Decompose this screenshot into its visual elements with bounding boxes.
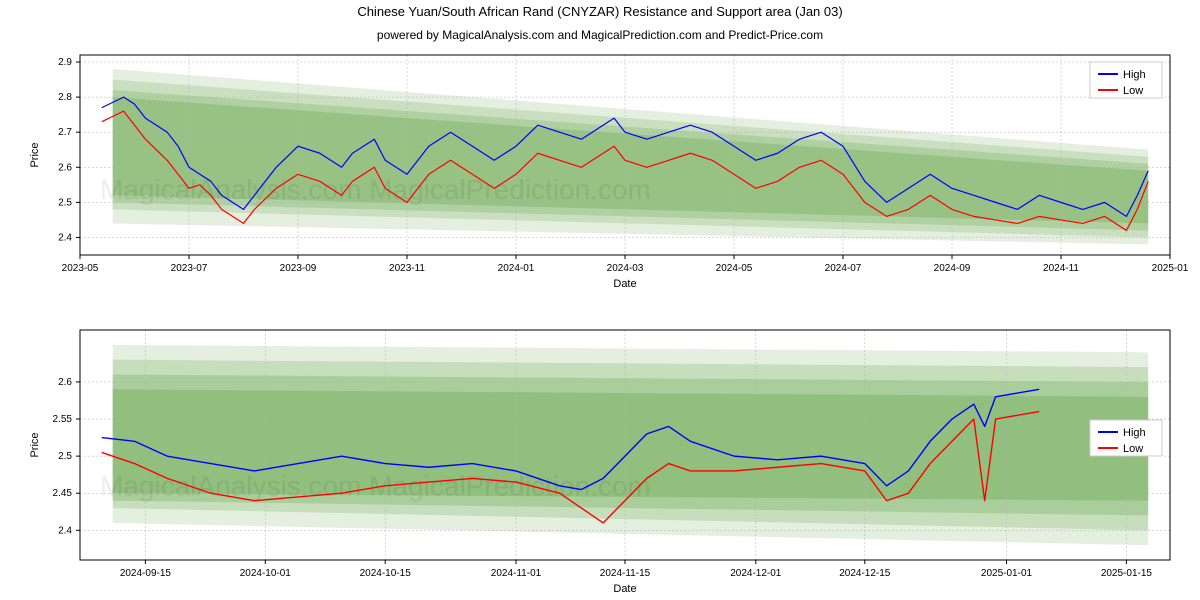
y-tick-label: 2.6 [58,377,72,388]
x-tick-label: 2024-11-15 [600,568,651,579]
x-tick-label: 2024-09 [934,263,971,274]
chart-title: Chinese Yuan/South African Rand (CNYZAR)… [0,4,1200,19]
y-axis-label: Price [29,432,41,457]
y-axis-label: Price [29,142,41,167]
x-axis-label: Date [613,278,636,290]
legend-item-label: Low [1123,85,1143,97]
y-tick-label: 2.4 [58,525,72,536]
y-tick-label: 2.8 [58,92,72,103]
x-axis-label: Date [613,583,636,595]
x-tick-label: 2024-05 [716,263,753,274]
legend-item-label: High [1123,427,1146,439]
x-tick-label: 2025-01-01 [981,568,1033,579]
y-tick-label: 2.9 [58,57,72,68]
legend: High Low [1090,62,1162,98]
legend: High Low [1090,420,1162,456]
x-tick-label: 2024-11-01 [491,568,542,579]
chart-svg: MagicalAnalysis.com MagicalPrediction.co… [0,0,1200,600]
x-tick-label: 2024-12-01 [730,568,782,579]
x-tick-label: 2024-07 [825,263,862,274]
y-tick-label: 2.6 [58,162,72,173]
svg-text:MagicalAnalysis.com: MagicalAnalysis.com MagicalPrediction.co… [100,471,651,502]
x-tick-label: 2025-01 [1152,263,1189,274]
x-tick-label: 2024-10-15 [360,568,412,579]
x-tick-label: 2024-10-01 [240,568,292,579]
x-tick-label: 2023-05 [62,263,99,274]
x-tick-label: 2024-03 [607,263,644,274]
y-tick-label: 2.7 [58,127,72,138]
x-tick-label: 2025-01-15 [1101,568,1153,579]
svg-text:MagicalAnalysis.com: MagicalAnalysis.com MagicalPrediction.co… [100,174,651,205]
y-tick-label: 2.5 [58,197,72,208]
chart-subtitle: powered by MagicalAnalysis.com and Magic… [0,28,1200,42]
legend-item-label: High [1123,69,1146,81]
x-tick-label: 2024-11 [1043,263,1079,274]
x-tick-label: 2023-11 [389,263,425,274]
x-tick-label: 2024-01 [498,263,535,274]
x-tick-label: 2024-09-15 [120,568,172,579]
y-tick-label: 2.55 [53,414,73,425]
x-tick-label: 2024-12-15 [839,568,891,579]
x-tick-label: 2023-07 [171,263,208,274]
legend-item-label: Low [1123,443,1143,455]
chart-container: Chinese Yuan/South African Rand (CNYZAR)… [0,0,1200,600]
x-tick-label: 2023-09 [280,263,317,274]
y-tick-label: 2.4 [58,232,72,243]
y-tick-label: 2.45 [53,488,73,499]
y-tick-label: 2.5 [58,451,72,462]
